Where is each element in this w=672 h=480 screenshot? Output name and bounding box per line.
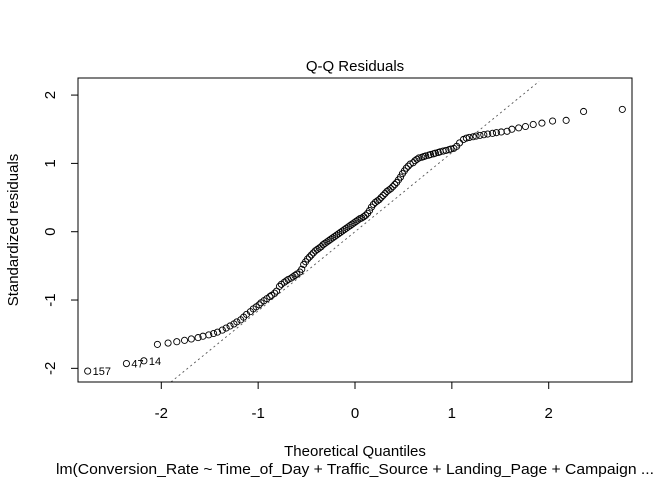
data-point <box>529 120 537 129</box>
data-point <box>255 301 263 309</box>
x-tick-label: 1 <box>448 405 456 422</box>
data-point <box>291 271 299 279</box>
data-points <box>84 105 626 375</box>
data-point <box>389 183 397 191</box>
x-tick-label: -2 <box>155 405 168 422</box>
data-point <box>618 105 626 113</box>
data-point <box>205 331 213 339</box>
data-point <box>362 211 370 219</box>
data-point <box>469 133 477 141</box>
data-point <box>465 133 473 141</box>
x-tick-label: 2 <box>545 405 553 422</box>
x-tick-label: 0 <box>351 405 359 422</box>
data-point <box>140 357 148 365</box>
data-point <box>271 289 279 297</box>
y-tick-label: 1 <box>42 159 59 167</box>
data-point <box>187 335 195 343</box>
data-point <box>194 334 202 342</box>
data-point <box>122 360 130 368</box>
y-tick-label: -1 <box>42 293 59 306</box>
data-point <box>442 146 450 154</box>
data-point <box>488 129 497 137</box>
data-point <box>305 253 314 261</box>
data-point <box>521 122 530 131</box>
data-point <box>210 329 218 338</box>
data-point <box>431 149 439 157</box>
data-point <box>422 152 430 160</box>
point-label: 47 <box>131 359 143 371</box>
data-point <box>164 339 172 347</box>
data-point <box>426 150 435 159</box>
x-axis: -2 -1 0 1 2 <box>155 381 553 422</box>
data-point <box>480 131 488 139</box>
data-point <box>303 255 312 263</box>
data-point <box>298 265 306 273</box>
data-point <box>233 318 241 326</box>
point-label: 14 <box>149 356 161 368</box>
data-point <box>549 117 557 125</box>
point-labels: 157 47 14 <box>93 356 161 378</box>
chart-subtitle: lm(Conversion_Rate ~ Time_of_Day + Traff… <box>56 461 654 478</box>
data-point <box>508 125 516 133</box>
data-point <box>153 340 161 348</box>
data-point <box>580 107 588 116</box>
y-tick-label: 2 <box>42 91 59 99</box>
data-point <box>180 336 189 344</box>
data-point <box>222 324 230 332</box>
data-point <box>377 194 385 202</box>
data-point <box>354 216 362 224</box>
x-axis-label: Theoretical Quantiles <box>284 443 426 460</box>
data-point <box>404 162 412 170</box>
data-point <box>562 116 570 124</box>
data-point <box>492 129 500 137</box>
data-point <box>375 196 383 204</box>
data-point <box>515 124 523 132</box>
data-point <box>84 367 92 375</box>
data-point <box>503 127 511 135</box>
chart-title: Q-Q Residuals <box>306 58 404 75</box>
data-point <box>226 322 234 330</box>
y-axis: -2 -1 0 1 2 <box>42 91 79 375</box>
y-tick-label: -2 <box>42 362 59 375</box>
data-point <box>391 181 399 189</box>
data-point <box>379 191 387 200</box>
point-label: 157 <box>93 366 111 378</box>
data-point <box>538 119 546 127</box>
data-point <box>307 251 315 259</box>
data-point <box>218 326 226 334</box>
x-tick-label: -1 <box>251 405 264 422</box>
data-point <box>476 131 484 139</box>
data-point <box>447 145 455 153</box>
data-point <box>396 173 405 181</box>
data-point <box>402 164 410 172</box>
data-point <box>415 154 423 162</box>
data-point <box>173 338 181 346</box>
data-point <box>462 134 470 142</box>
data-point <box>365 206 374 215</box>
y-axis-label: Standardized residuals <box>5 154 22 307</box>
data-point <box>213 328 222 336</box>
data-point <box>387 185 395 193</box>
data-point <box>275 282 284 290</box>
data-point <box>472 132 480 140</box>
y-tick-label: 0 <box>42 228 59 236</box>
data-point <box>266 293 274 301</box>
data-point <box>413 155 421 163</box>
reference-line <box>170 81 540 382</box>
data-point <box>484 130 492 138</box>
